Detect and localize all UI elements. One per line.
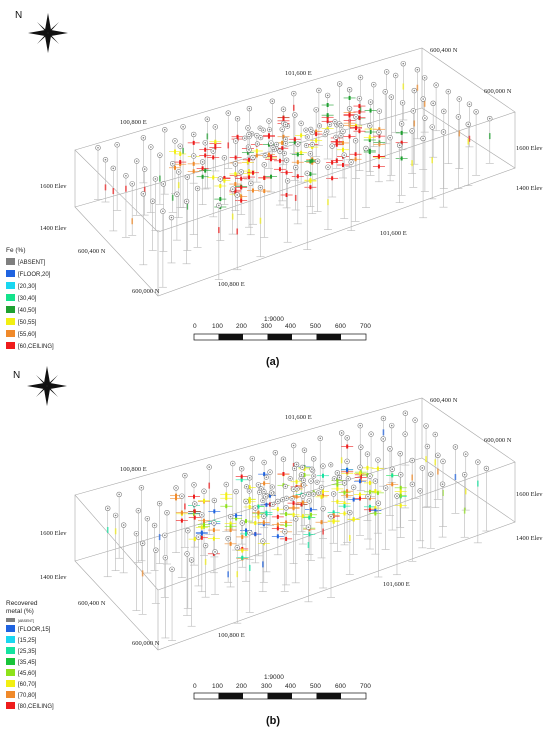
elevation-label-right-2: 1400 Elev xyxy=(516,535,543,542)
scale-tick-0: 0 xyxy=(193,323,197,330)
panel-b: N 101,600 E 100,800 E 101,600 E 100,800 … xyxy=(6,366,543,727)
easting-label-bottom-left: 100,800 E xyxy=(218,281,245,288)
legend-item-label: [15,25] xyxy=(18,638,37,644)
northing-label-top-1: 600,400 N xyxy=(430,47,458,54)
north-label: N xyxy=(13,370,20,381)
legend-item-label: [ABSENT] xyxy=(18,619,34,623)
legend-title: metal (%) xyxy=(6,608,34,615)
legend-swatch-20-30 xyxy=(6,282,15,289)
legend-item-label: [60,70] xyxy=(18,682,37,688)
northing-label-bottom-2: 600,000 N xyxy=(132,288,160,295)
legend-swatch-absent xyxy=(6,618,15,622)
legend-swatch-35-45 xyxy=(6,658,15,665)
legend-swatch-15-25 xyxy=(6,636,15,643)
legend-item-label: [FLOOR,20] xyxy=(18,272,51,278)
legend-swatch-30-40 xyxy=(6,294,15,301)
easting-label-top-right: 101,600 E xyxy=(285,414,312,421)
northing-label-bottom-2: 600,000 N xyxy=(132,640,160,647)
legend-swatch-55-60 xyxy=(6,330,15,337)
elevation-label-right-1: 1600 Elev xyxy=(516,145,543,152)
legend-item-label: [80,CEILING] xyxy=(18,704,54,710)
legend-swatch-40-50 xyxy=(6,306,15,313)
elevation-label-right-1: 1600 Elev xyxy=(516,491,543,498)
legend-title: Recovered xyxy=(6,600,38,607)
scale-tick-200: 200 xyxy=(236,323,247,330)
north-arrow-icon xyxy=(28,13,68,53)
elevation-label-left-1: 1600 Elev xyxy=(40,530,67,537)
panel-caption-b: (b) xyxy=(266,715,280,727)
elevation-label-right-2: 1400 Elev xyxy=(516,185,543,192)
scale-tick-100: 100 xyxy=(212,323,223,330)
legend-swatch-floor-20 xyxy=(6,270,15,277)
scale-tick-600: 600 xyxy=(335,323,346,330)
scale-ratio: 1:9000 xyxy=(264,316,284,323)
scale-tick-500: 500 xyxy=(310,323,321,330)
legend-swatch-50-55 xyxy=(6,318,15,325)
scale-tick-200: 200 xyxy=(236,683,247,690)
legend-swatch-absent xyxy=(6,258,15,265)
scale-bar-b: 1:9000 0 100 200 300 400 500 600 700 xyxy=(193,674,371,700)
legend-item-label: [25,35] xyxy=(18,649,37,655)
drillholes-b xyxy=(103,410,491,641)
scale-tick-700: 700 xyxy=(360,323,371,330)
north-arrow-icon xyxy=(27,366,67,406)
scale-tick-400: 400 xyxy=(285,683,296,690)
northing-label-top-1: 600,400 N xyxy=(430,397,458,404)
elevation-label-left-1: 1600 Elev xyxy=(40,183,67,190)
easting-label-top-right: 101,600 E xyxy=(285,70,312,77)
easting-label-top-left: 100,800 E xyxy=(120,119,147,126)
scale-tick-0: 0 xyxy=(193,683,197,690)
easting-label-bottom-left: 100,800 E xyxy=(218,632,245,639)
panel-caption-a: (a) xyxy=(266,356,280,368)
easting-label-bottom-right: 101,600 E xyxy=(380,230,407,237)
northing-label-bottom-1: 600,400 N xyxy=(78,248,106,255)
northing-label-top-2: 600,000 N xyxy=(484,88,512,95)
scale-tick-100: 100 xyxy=(212,683,223,690)
north-label: N xyxy=(15,10,22,21)
legend-swatch-70-80 xyxy=(6,691,15,698)
easting-label-bottom-right: 101,600 E xyxy=(383,581,410,588)
easting-label-top-left: 100,800 E xyxy=(120,466,147,473)
legend-item-label: [40,50] xyxy=(18,308,37,314)
scale-tick-600: 600 xyxy=(335,683,346,690)
panel-a: N 101,600 E 100,800 E 101,600 E 100,800 … xyxy=(6,10,543,368)
scale-tick-300: 300 xyxy=(261,323,272,330)
legend-item-label: [60,CEILING] xyxy=(18,344,54,350)
legend-item-label: [35,45] xyxy=(18,660,37,666)
legend-item-label: [ABSENT] xyxy=(18,260,46,266)
legend-item-label: [FLOOR,15] xyxy=(18,627,51,633)
legend-swatch-60-70 xyxy=(6,680,15,687)
elevation-label-left-2: 1400 Elev xyxy=(40,574,67,581)
legend-item-label: [30,40] xyxy=(18,296,37,302)
legend-item-label: [50,55] xyxy=(18,320,37,326)
legend-item-label: [70,80] xyxy=(18,693,37,699)
scale-tick-700: 700 xyxy=(360,683,371,690)
northing-label-bottom-1: 600,400 N xyxy=(78,600,106,607)
legend-swatch-25-35 xyxy=(6,647,15,654)
legend-a: Fe (%) [ABSENT] [FLOOR,20] [20,30] [30,4… xyxy=(6,247,54,350)
bounding-box xyxy=(74,397,516,651)
scale-bar-a: 1:9000 0 100 200 300 400 500 600 700 xyxy=(193,316,371,341)
legend-item-label: [20,30] xyxy=(18,284,37,290)
scale-tick-500: 500 xyxy=(310,683,321,690)
legend-b: Recovered metal (%) [ABSENT] [FLOOR,15] … xyxy=(6,600,54,710)
legend-item-label: [45,60] xyxy=(18,671,37,677)
legend-title: Fe (%) xyxy=(6,247,26,254)
legend-swatch-80-ceiling xyxy=(6,702,15,709)
scale-tick-400: 400 xyxy=(285,323,296,330)
drillholes-a xyxy=(93,60,494,288)
legend-swatch-60-ceiling xyxy=(6,342,15,349)
scale-ratio: 1:9000 xyxy=(264,674,284,681)
elevation-label-left-2: 1400 Elev xyxy=(40,225,67,232)
legend-item-label: [55,60] xyxy=(18,332,37,338)
northing-label-top-2: 600,000 N xyxy=(484,437,512,444)
legend-swatch-45-60 xyxy=(6,669,15,676)
scale-tick-300: 300 xyxy=(261,683,272,690)
legend-swatch-floor-15 xyxy=(6,625,15,632)
